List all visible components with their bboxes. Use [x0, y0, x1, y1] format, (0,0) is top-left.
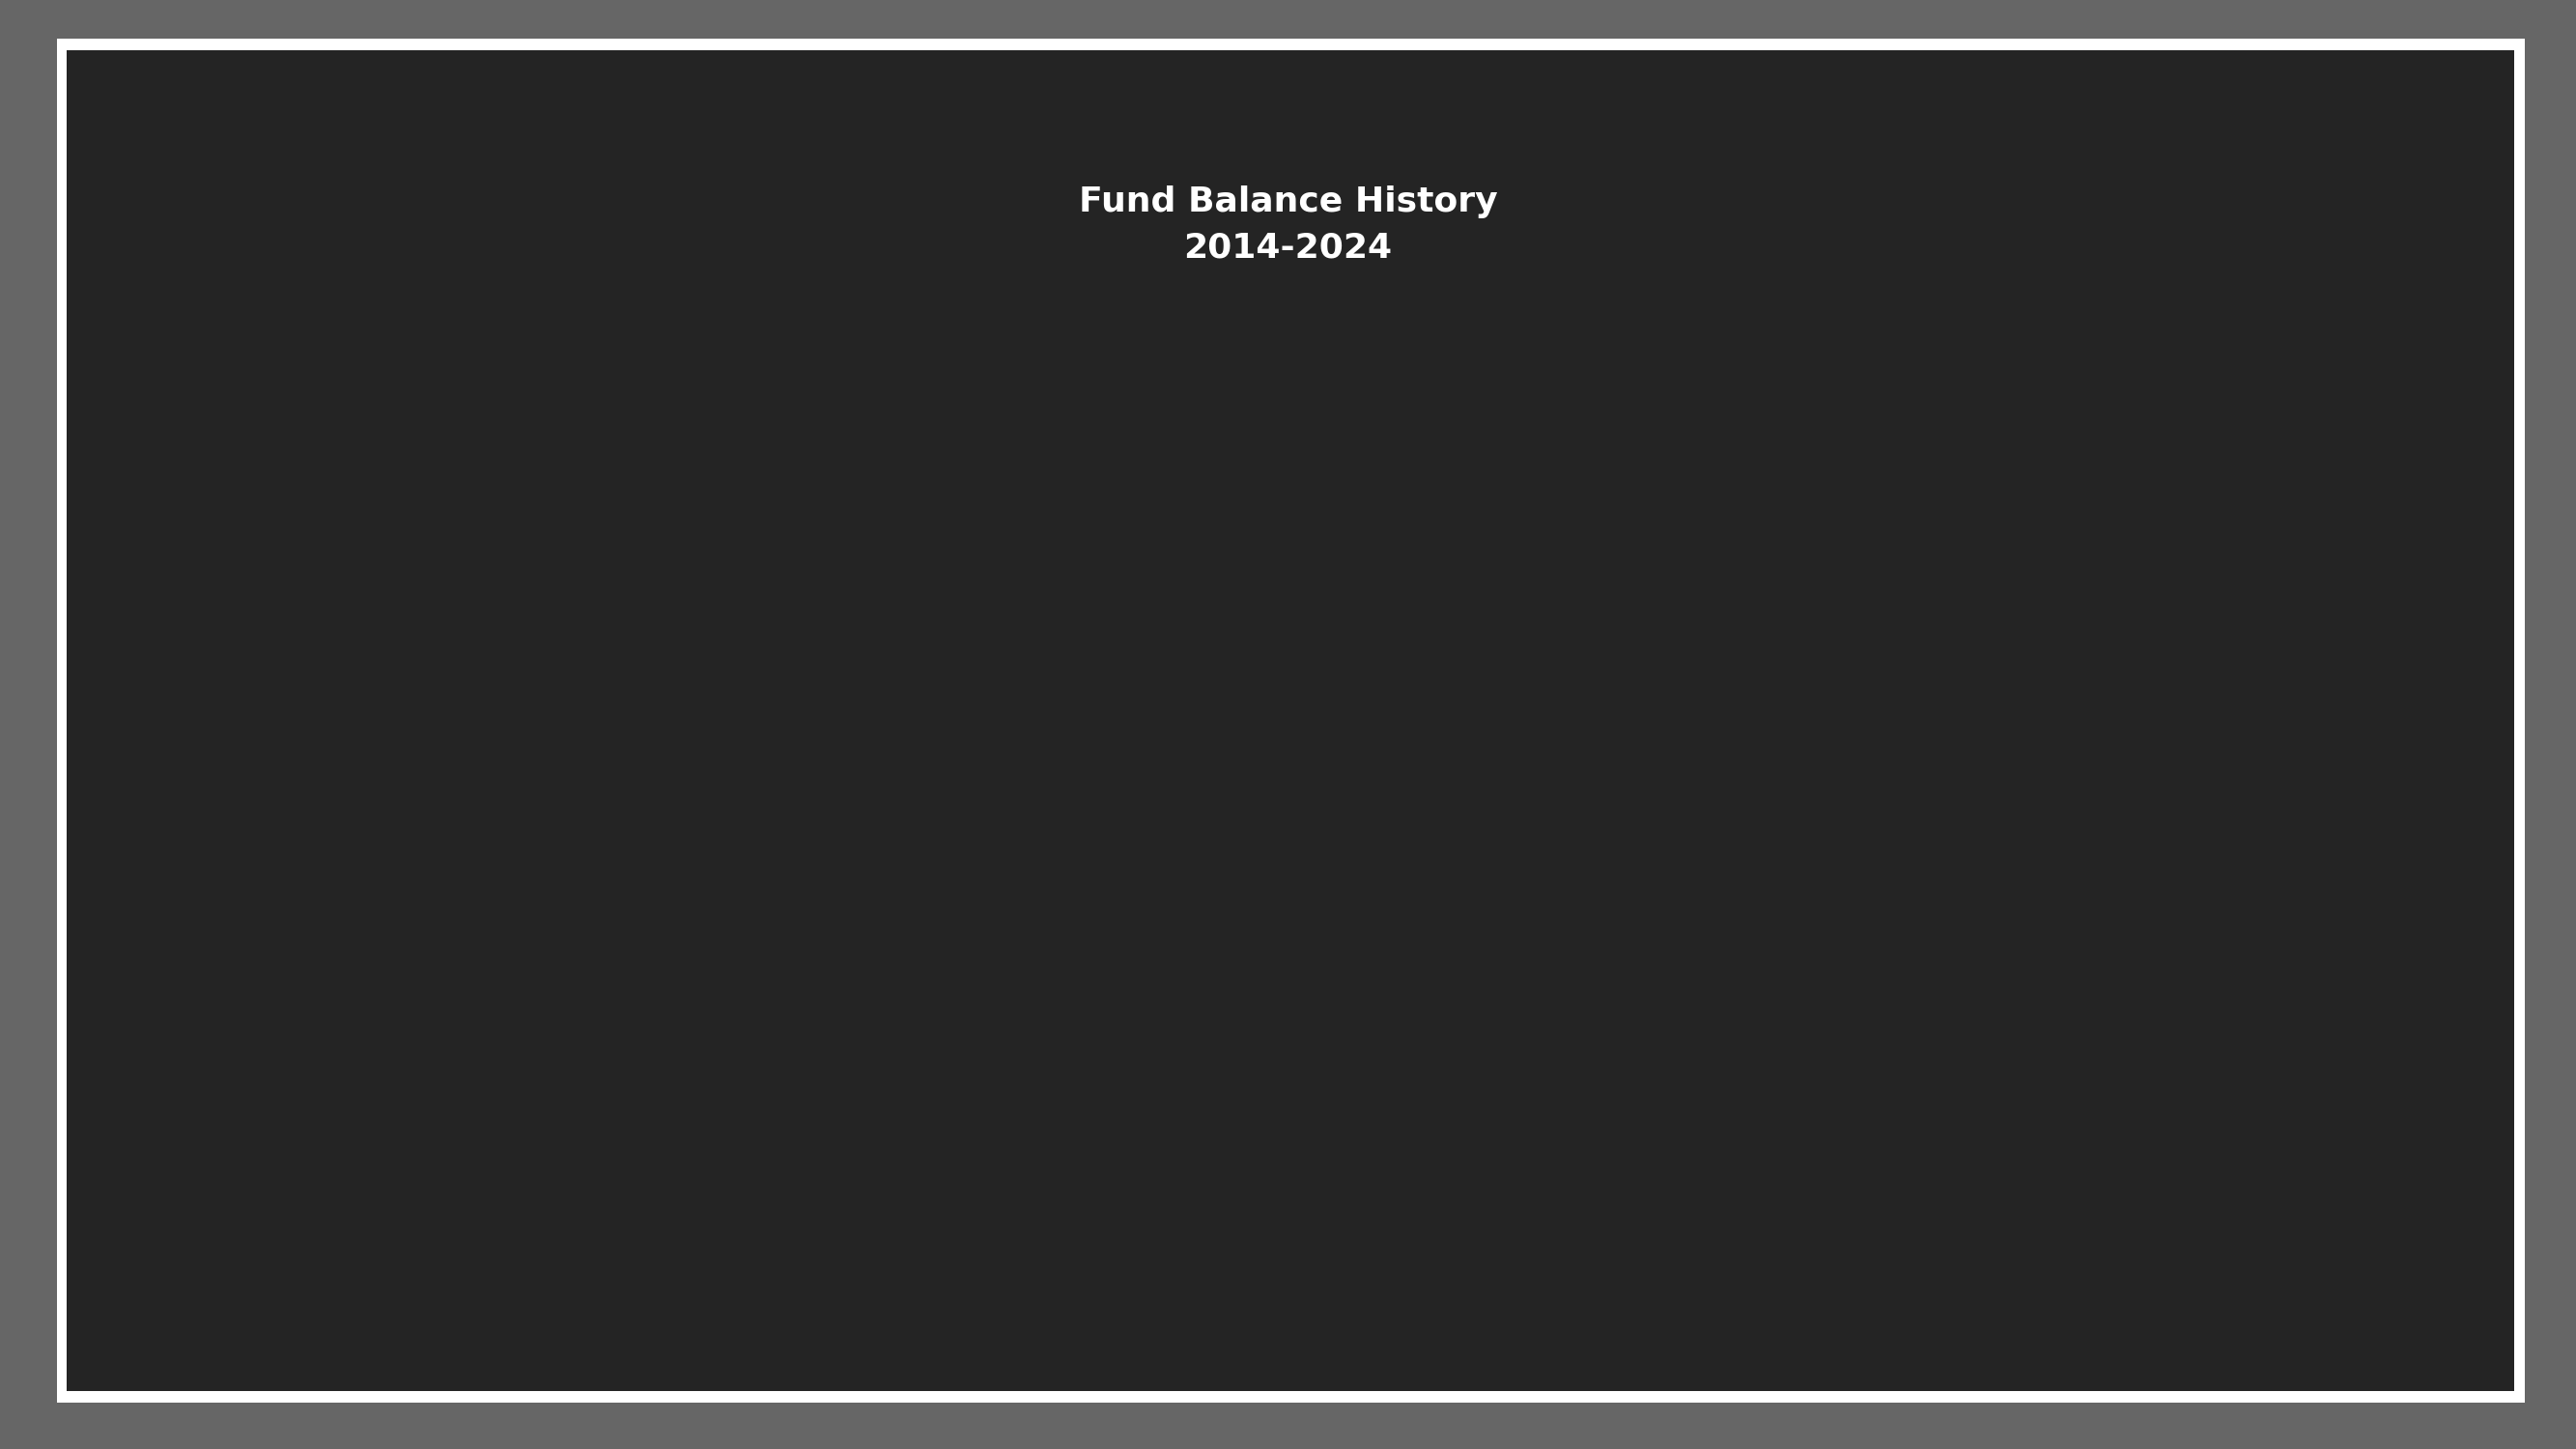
Text: $17,000: $17,000	[1180, 698, 1273, 717]
Text: $15,000: $15,000	[701, 765, 791, 784]
Text: $18,000: $18,000	[1419, 665, 1512, 684]
Text: Fund Balance History
2014-2024: Fund Balance History 2014-2024	[1079, 185, 1497, 264]
Text: $20,000: $20,000	[1901, 598, 1991, 617]
Text: $16,000: $16,000	[940, 732, 1030, 751]
Text: $15,000: $15,000	[219, 765, 312, 784]
Text: $19,000: $19,000	[1662, 632, 1752, 651]
Text: $22,000: $22,000	[2141, 532, 2233, 552]
Text: $14,000: $14,000	[459, 798, 551, 817]
Text: $23,000: $23,000	[2380, 498, 2473, 519]
